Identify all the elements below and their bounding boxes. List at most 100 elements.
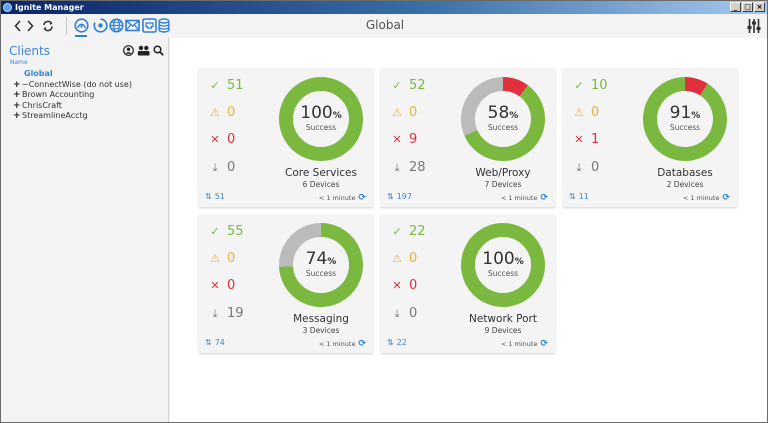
dashboard-area: ✓ 51 ⚠ 0 ✕ 0 ⤓ 0 100% Success Core Services … [170,38,767,422]
refresh-icon[interactable]: ⟳ [540,193,548,203]
maximize-button[interactable]: □ [742,2,753,12]
refresh-icon[interactable]: ⟳ [722,193,730,203]
warning-icon: ⚠ [210,106,220,119]
total-checks[interactable]: ⇅ 11 [569,192,589,201]
nav-core-services[interactable] [93,18,108,33]
total-checks[interactable]: ⇅ 51 [205,192,225,201]
category-card[interactable]: ✓ 52 ⚠ 0 ✕ 9 ⤓ 28 58% Success Web/Proxy 7 De… [381,68,555,207]
nav-network-port[interactable] [142,18,157,33]
nav-web[interactable] [109,18,124,33]
category-card[interactable]: ✓ 51 ⚠ 0 ✕ 0 ⤓ 0 100% Success Core Services … [199,68,373,207]
download-icon: ⤓ [212,306,218,320]
last-updated: < 1 minute ⟳ [500,339,548,349]
minimize-button[interactable]: _ [730,2,741,12]
nav-databases[interactable] [158,18,170,33]
success-percent: 91% [669,103,701,123]
success-label: Success [305,123,337,132]
toolbar: Global [1,14,767,38]
warning-icon: ⚠ [392,252,402,265]
warning-count: ⚠ 0 [210,105,236,120]
success-percent: 100% [482,249,524,269]
sort-arrows-icon: ⇅ [205,192,212,201]
warning-count: ⚠ 0 [392,251,418,266]
envelope-icon [125,19,140,32]
sidebar-title: Clients [9,44,50,58]
tree-item-client[interactable]: + Brown Accounting [13,90,132,101]
sort-arrows-icon: ⇅ [387,192,394,201]
refresh-icon[interactable]: ⟳ [358,339,366,349]
category-name: Core Services [285,167,357,179]
check-icon: ✓ [574,79,584,92]
warning-count: ⚠ 0 [392,105,418,120]
error-count: ✕ 0 [392,278,418,293]
filters-button[interactable] [747,18,761,34]
sort-arrows-icon: ⇅ [205,338,212,347]
title-bar[interactable]: Ignite Manager _ □ × [1,1,767,14]
user-circle-icon[interactable] [123,45,134,56]
category-card[interactable]: ✓ 55 ⚠ 0 ✕ 0 ⤓ 19 74% Success Messaging 3 De… [199,214,373,353]
error-count: ✕ 1 [574,132,600,147]
tree-item-client[interactable]: + ~ConnectWise (do not use) [13,80,132,91]
success-percent: 58% [487,103,519,123]
success-label: Success [487,123,519,132]
expand-icon[interactable]: + [13,111,21,121]
category-card[interactable]: ✓ 22 ⚠ 0 ✕ 0 ⤓ 0 100% Success Network Port 9… [381,214,555,353]
client-label: StreamlineAcctg [22,111,88,120]
success-donut-chart [643,77,727,161]
refresh-icon[interactable]: ⟳ [358,193,366,203]
skipped-count: ⤓ 0 [391,306,418,321]
total-checks[interactable]: ⇅ 22 [387,338,407,347]
error-count: ✕ 0 [210,132,236,147]
chevron-right-icon [27,20,34,32]
nav-messaging[interactable] [125,18,140,33]
globe-icon [109,18,124,33]
sliders-icon [747,19,761,33]
forward-button[interactable] [25,18,35,34]
category-card[interactable]: ✓ 10 ⚠ 0 ✕ 1 ⤓ 0 91% Success Databases 2 Dev… [563,68,737,207]
tree-item-global[interactable]: Global [24,69,53,78]
skipped-count: ⤓ 19 [209,306,244,321]
download-icon: ⤓ [576,160,582,174]
category-name: Web/Proxy [475,167,531,179]
check-icon: ✓ [210,225,220,238]
device-count: 9 Devices [484,326,522,335]
check-icon: ✓ [210,79,220,92]
last-updated: < 1 minute ⟳ [682,193,730,203]
download-icon: ⤓ [212,160,218,174]
toolbar-separator [66,17,67,35]
database-icon [158,18,170,33]
client-label: ~ConnectWise (do not use) [22,79,132,89]
refresh-button[interactable] [41,18,55,34]
refresh-icon[interactable]: ⟳ [540,339,548,349]
success-percent: 74% [305,249,337,269]
search-icon[interactable] [153,45,164,56]
success-label: Success [669,123,701,132]
sort-arrows-icon: ⇅ [569,192,576,201]
success-donut-chart [461,77,545,161]
back-button[interactable] [13,18,23,34]
x-icon: ✕ [574,133,584,146]
expand-icon[interactable]: + [13,79,21,90]
success-count: ✓ 52 [392,78,426,93]
tree-item-client[interactable]: + ChrisCraft [13,101,132,112]
sort-arrows-icon: ⇅ [387,338,394,347]
sync-icon [43,20,53,32]
device-count: 3 Devices [302,326,340,335]
total-checks[interactable]: ⇅ 197 [387,192,412,201]
x-icon: ✕ [210,279,220,292]
last-updated: < 1 minute ⟳ [318,339,366,349]
close-button[interactable]: × [754,2,765,12]
total-checks[interactable]: ⇅ 74 [205,338,225,347]
expand-icon[interactable]: + [13,90,21,100]
tree-item-client[interactable]: + StreamlineAcctg [13,111,132,122]
success-percent: 100% [300,103,342,123]
network-port-icon [142,18,157,33]
error-count: ✕ 0 [210,278,236,293]
dashboard-icon [74,18,89,33]
expand-icon[interactable]: + [13,100,21,111]
nav-dashboard[interactable] [74,18,89,33]
clients-sidebar: Clients Name Global + ~ConnectWise (do n… [1,38,169,422]
users-icon[interactable] [137,45,150,56]
chevron-left-icon [14,20,21,32]
column-header-name[interactable]: Name [10,59,28,66]
